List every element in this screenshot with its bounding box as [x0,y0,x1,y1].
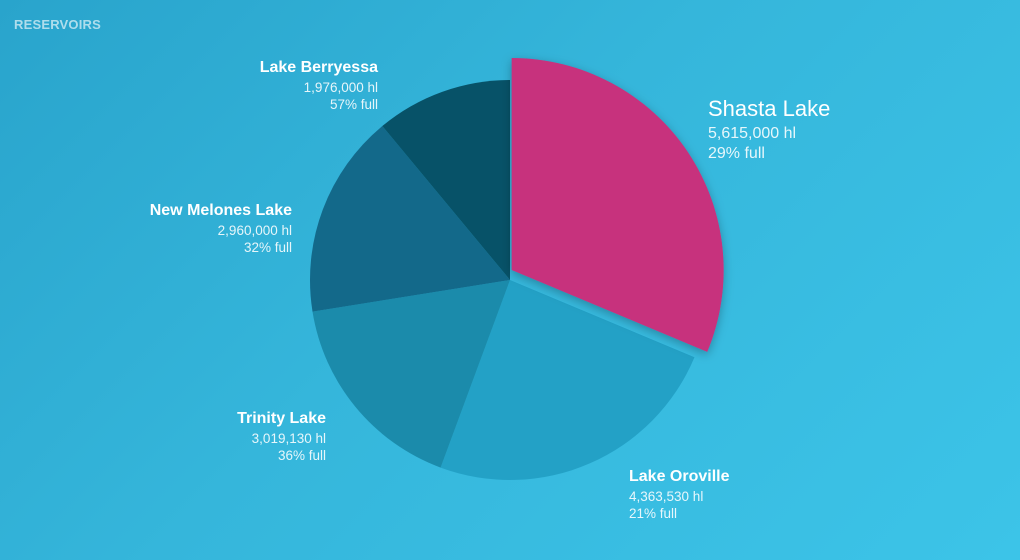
slice-label-shasta-lake[interactable]: Shasta Lake 5,615,000 hl 29% full [708,95,830,165]
slice-volume: 2,960,000 hl [217,222,292,238]
slice-label-new-melones-lake[interactable]: New Melones Lake 2,960,000 hl 32% full [150,201,292,257]
slice-name: Lake Oroville [629,468,730,485]
slice-percent-full: 29% full [708,145,765,163]
pie-slice-lake-berryessa[interactable] [382,80,510,280]
slice-label-lake-oroville[interactable]: Lake Oroville 4,363,530 hl 21% full [629,467,730,523]
slice-percent-full: 57% full [329,97,378,113]
slice-percent-full: 21% full [629,506,678,522]
pie-slice-new-melones-lake[interactable] [309,126,510,312]
slice-label-trinity-lake[interactable]: Trinity Lake 3,019,130 hl 36% full [237,409,326,465]
slice-volume: 4,363,530 hl [629,488,704,504]
slice-name: New Melones Lake [149,202,292,219]
slice-name: Trinity Lake [237,410,326,427]
slice-volume: 5,615,000 hl [708,124,797,142]
slice-name: Lake Berryessa [259,59,378,76]
slice-volume: 1,976,000 hl [303,79,378,95]
slice-percent-full: 32% full [243,240,292,256]
slice-label-lake-berryessa[interactable]: Lake Berryessa 1,976,000 hl 57% full [260,58,378,114]
slice-name: Shasta Lake [708,96,831,121]
chart-title: RESERVOIRS [14,17,102,32]
pie-slice-lake-oroville[interactable] [440,280,695,480]
pie-slice-shasta-lake[interactable] [511,58,724,352]
pie-slice-trinity-lake[interactable] [312,280,510,468]
slice-percent-full: 36% full [277,448,326,464]
slice-volume: 3,019,130 hl [251,430,326,446]
